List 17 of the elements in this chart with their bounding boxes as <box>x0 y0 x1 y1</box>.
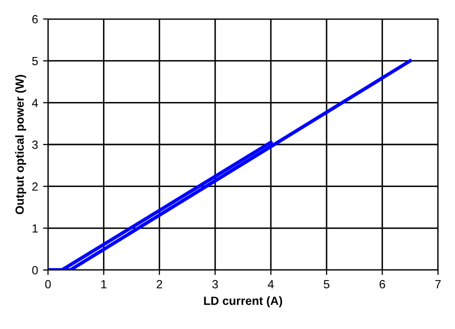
x-tick-label: 1 <box>101 280 106 288</box>
x-tick-label: 7 <box>435 280 441 288</box>
x-tick-label: 4 <box>268 280 274 288</box>
x-tick-label: 6 <box>380 280 386 288</box>
x-tick-label: 5 <box>324 280 330 288</box>
x-tick-label: 3 <box>212 280 218 288</box>
x-tick-label: 0 <box>45 280 51 288</box>
x-axis-title: LD current (A) <box>204 296 282 308</box>
y-tick-label: 5 <box>32 56 38 66</box>
x-tick-label: 2 <box>156 280 162 288</box>
y-axis-title: Output optical power (W) <box>15 74 26 214</box>
y-tick-label: 3 <box>32 140 38 149</box>
y-tick-label: 0 <box>32 266 38 274</box>
y-tick-label: 4 <box>32 98 38 107</box>
y-tick-label: 6 <box>32 15 38 24</box>
y-tick-label: 1 <box>32 224 38 232</box>
y-tick-label: 2 <box>32 182 38 191</box>
